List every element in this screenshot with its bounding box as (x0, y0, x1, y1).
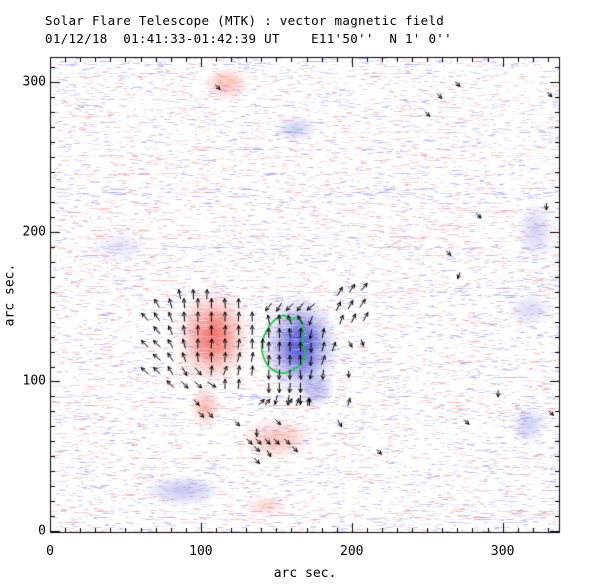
x-tick-label: 100 (189, 544, 213, 559)
y-tick-label: 200 (22, 224, 46, 240)
y-tick-label: 300 (22, 74, 46, 90)
y-axis-label: arc sec. (2, 263, 18, 327)
x-tick-label: 200 (340, 544, 364, 559)
x-axis-label: arc sec. (273, 566, 337, 581)
y-tick-label: 0 (38, 523, 46, 539)
y-tick-label: 100 (22, 373, 46, 389)
x-tick-label: 300 (490, 544, 515, 559)
x-tick-label: 0 (46, 544, 54, 559)
